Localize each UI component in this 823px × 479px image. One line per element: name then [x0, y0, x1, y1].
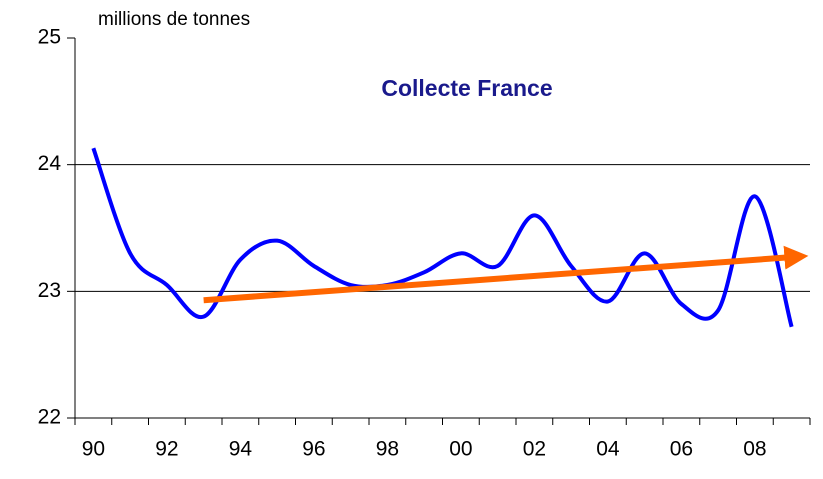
x-tick-label: 92: [155, 438, 178, 461]
y-tick-label: 25: [38, 26, 61, 49]
y-tick-label: 23: [38, 279, 61, 302]
x-tick-label: 08: [743, 438, 766, 461]
x-tick-label: 98: [376, 438, 399, 461]
y-axis-label: millions de tonnes: [98, 9, 250, 30]
x-tick-label: 90: [82, 438, 105, 461]
x-tick-label: 96: [302, 438, 325, 461]
y-tick-label: 24: [38, 152, 62, 175]
y-tick-label: 22: [38, 406, 61, 429]
x-tick-label: 04: [596, 438, 620, 461]
x-tick-label: 94: [229, 438, 253, 461]
x-tick-label: 02: [523, 438, 546, 461]
trend-arrow: [203, 245, 809, 304]
data-line: [91, 147, 794, 328]
chart-title: Collecte France: [381, 75, 552, 101]
x-tick-label: 00: [449, 438, 472, 461]
x-tick-label: 06: [670, 438, 693, 461]
